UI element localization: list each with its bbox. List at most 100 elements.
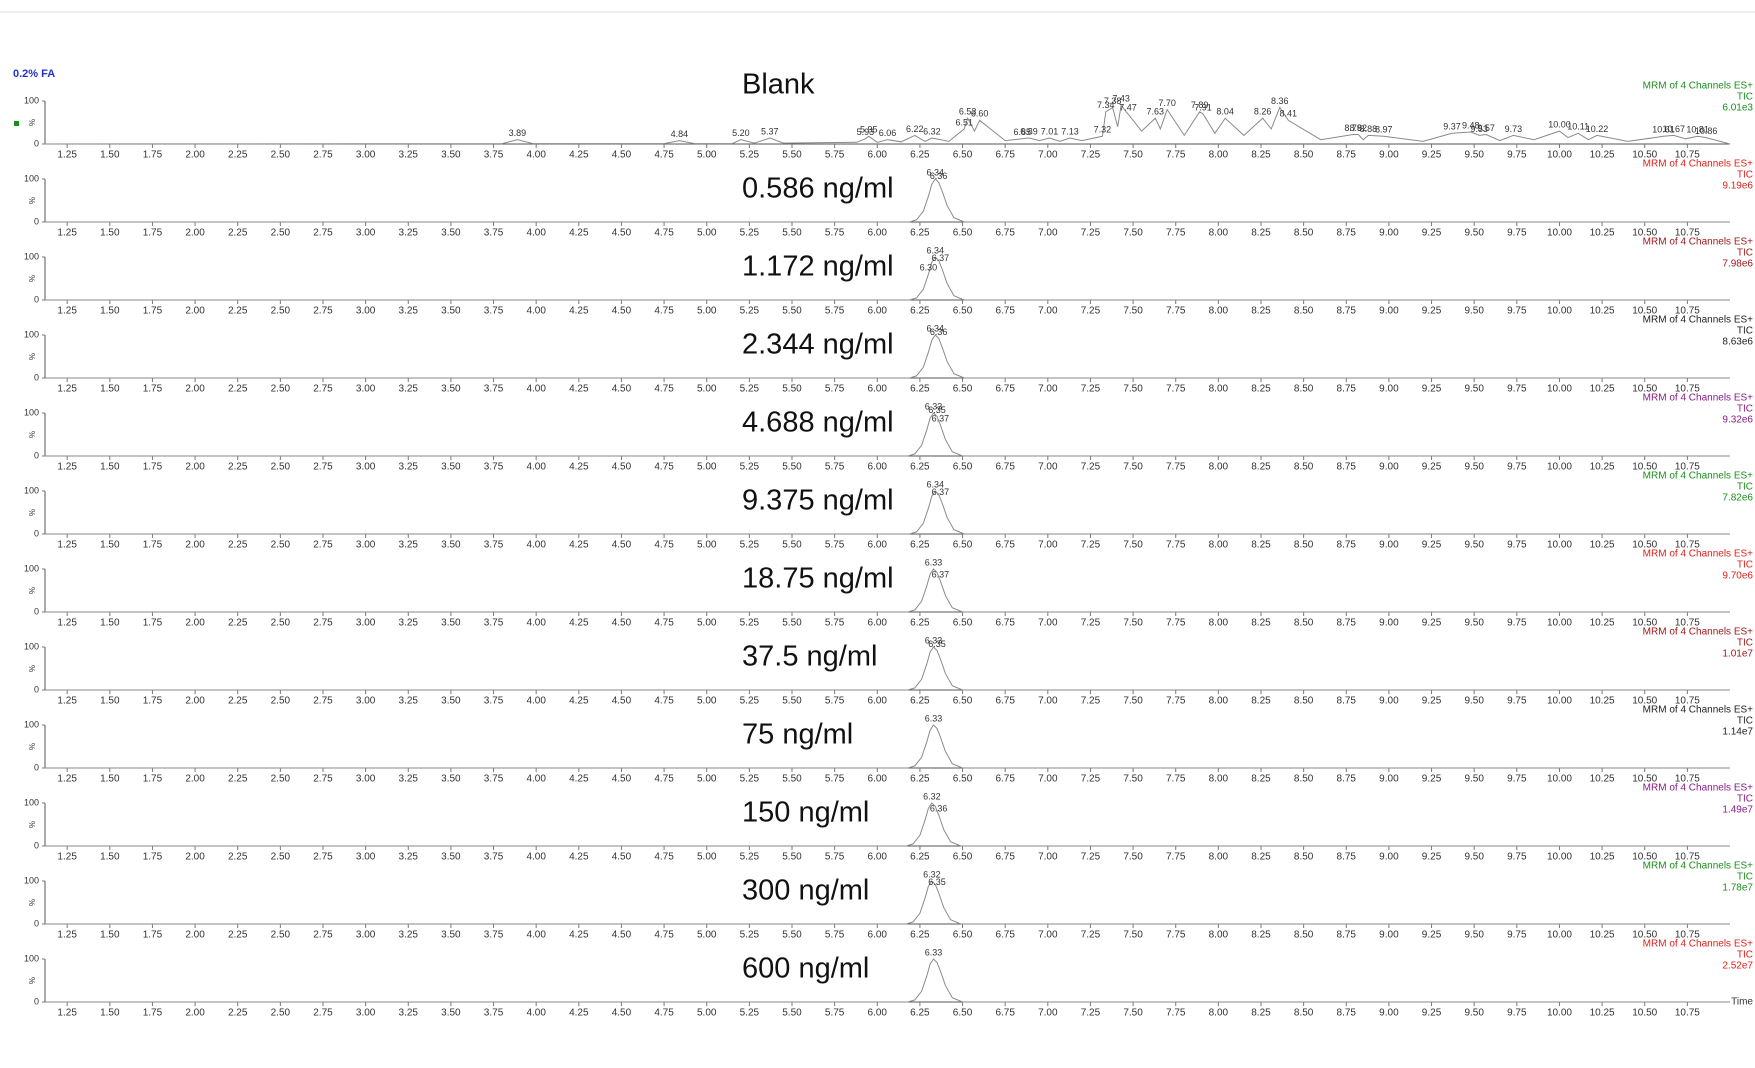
x-tick-label: 6.00 [868,696,888,707]
y-tick-label: 100 [24,95,39,105]
x-tick-label: 7.25 [1081,774,1101,785]
x-tick-label: 2.75 [313,930,333,941]
x-tick-label: 3.00 [356,150,376,161]
x-tick-label: 10.75 [1675,696,1700,707]
x-tick-label: 4.00 [526,930,546,941]
x-tick-label: 2.25 [228,774,248,785]
x-tick-label: 2.75 [313,150,333,161]
x-tick-label: 7.75 [1166,462,1186,473]
x-tick-label: 10.25 [1590,540,1615,551]
peak-label: 6.37 [932,487,950,497]
x-tick-label: 10.75 [1675,852,1700,863]
x-tick-label: 5.25 [740,540,760,551]
x-tick-label: 6.25 [910,384,930,395]
panel-title: 600 ng/ml [742,953,869,985]
x-tick-label: 6.00 [868,462,888,473]
x-tick-label: 1.25 [57,774,77,785]
peak-label: 9.57 [1477,123,1495,133]
x-tick-label: 7.50 [1123,150,1143,161]
peak-label: 8.79 [1344,123,1362,133]
x-tick-label: 1.50 [100,618,120,629]
y-axis-label: % [28,431,37,438]
x-tick-label: 5.75 [825,384,845,395]
x-tick-label: 4.25 [569,306,589,317]
trace [45,646,1730,691]
x-tick-label: 3.25 [399,930,419,941]
x-tick-label: 5.00 [697,852,717,863]
x-tick-label: 7.75 [1166,384,1186,395]
x-tick-label: 10.50 [1632,774,1657,785]
y-tick-label: 100 [24,563,39,573]
panel-header: MRM of 4 Channels ES+ [1643,393,1753,404]
peak-label: 6.35 [928,639,946,649]
x-tick-label: 8.50 [1294,462,1314,473]
y-axis-label: % [28,275,37,282]
x-tick-label: 10.75 [1675,228,1700,239]
trace [45,490,1730,535]
peak-label: 4.84 [671,129,689,139]
panel-header: MRM of 4 Channels ES+ [1643,705,1753,716]
y-tick-label: 0 [34,918,39,928]
x-tick-label: 8.50 [1294,696,1314,707]
y-axis-label: % [28,899,37,906]
x-tick-label: 10.25 [1590,228,1615,239]
x-tick-label: 5.00 [697,150,717,161]
x-tick-label: 3.50 [441,696,461,707]
panel-title: 37.5 ng/ml [742,641,877,673]
x-tick-label: 3.50 [441,228,461,239]
x-tick-label: 9.75 [1507,540,1527,551]
x-tick-label: 10.50 [1632,150,1657,161]
x-tick-label: 1.25 [57,618,77,629]
x-tick-label: 8.00 [1209,618,1229,629]
x-tick-label: 6.75 [995,930,1015,941]
x-tick-label: 9.00 [1379,930,1399,941]
x-tick-label: 5.00 [697,462,717,473]
y-tick-label: 100 [24,875,39,885]
panel-title: 75 ng/ml [742,719,853,751]
x-tick-label: 2.75 [313,696,333,707]
peak-label: 7.91 [1194,102,1212,112]
x-tick-label: 5.50 [782,462,802,473]
x-tick-label: 3.50 [441,618,461,629]
x-tick-label: 1.25 [57,462,77,473]
x-tick-label: 8.50 [1294,228,1314,239]
heading: 0.2% FA [13,68,55,80]
x-tick-label: 6.50 [953,696,973,707]
y-tick-label: 0 [34,138,39,148]
x-tick-label: 9.50 [1464,1008,1484,1019]
x-tick-label: 1.50 [100,852,120,863]
x-tick-label: 7.00 [1038,696,1058,707]
x-tick-label: 4.75 [654,540,674,551]
x-tick-label: 6.00 [868,1008,888,1019]
x-tick-label: 5.75 [825,540,845,551]
peak-label: 10.81 [1686,125,1709,135]
trace [45,334,1730,379]
x-tick-label: 5.00 [697,1008,717,1019]
peak-label: 6.85 [1013,127,1031,137]
x-tick-label: 6.50 [953,306,973,317]
x-tick-label: 6.50 [953,1008,973,1019]
x-tick-label: 2.00 [185,384,205,395]
x-tick-label: 8.75 [1337,852,1357,863]
x-tick-label: 2.50 [271,618,291,629]
x-tick-label: 6.75 [995,618,1015,629]
x-tick-label: 10.25 [1590,696,1615,707]
x-tick-label: 1.75 [143,384,163,395]
y-axis-label: % [28,665,37,672]
x-tick-label: 4.25 [569,540,589,551]
x-tick-label: 2.50 [271,1008,291,1019]
x-tick-label: 7.00 [1038,384,1058,395]
x-tick-label: 4.50 [612,1008,632,1019]
x-tick-label: 9.50 [1464,462,1484,473]
peak-label: 7.47 [1119,102,1137,112]
x-tick-label: 10.25 [1590,852,1615,863]
x-tick-label: 7.50 [1123,1008,1143,1019]
x-tick-label: 6.25 [910,540,930,551]
x-tick-label: 5.00 [697,696,717,707]
panel-channel: TIC [1737,794,1753,805]
y-tick-label: 0 [34,372,39,382]
x-tick-label: 2.50 [271,462,291,473]
x-tick-label: 8.75 [1337,930,1357,941]
x-tick-label: 5.75 [825,1008,845,1019]
